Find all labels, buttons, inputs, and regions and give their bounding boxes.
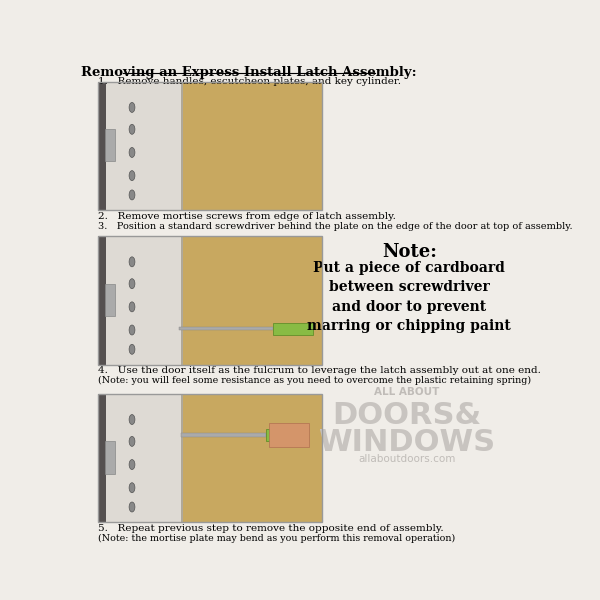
Text: 2.   Remove mortise screws from edge of latch assembly.: 2. Remove mortise screws from edge of la… — [98, 212, 396, 221]
Text: 1.   Remove handles, escutcheon plates, and key cylinder.: 1. Remove handles, escutcheon plates, an… — [98, 77, 401, 86]
Text: WINDOWS: WINDOWS — [318, 428, 495, 457]
Bar — [273, 323, 313, 335]
Bar — [98, 394, 106, 523]
Bar — [98, 236, 322, 365]
Ellipse shape — [129, 279, 135, 289]
Bar — [181, 82, 183, 211]
Bar — [181, 433, 266, 437]
Bar — [179, 327, 273, 331]
Text: (Note: you will feel some resistance as you need to overcome the plastic retaini: (Note: you will feel some resistance as … — [98, 376, 531, 385]
Ellipse shape — [129, 344, 135, 354]
Bar — [98, 82, 183, 211]
Ellipse shape — [129, 124, 135, 134]
Ellipse shape — [129, 170, 135, 181]
Bar — [98, 236, 106, 365]
Ellipse shape — [129, 190, 135, 200]
Text: ALL ABOUT: ALL ABOUT — [374, 387, 439, 397]
Bar — [98, 82, 322, 211]
Text: (Note: the mortise plate may bend as you perform this removal operation): (Note: the mortise plate may bend as you… — [98, 534, 455, 543]
Text: 4.   Use the door itself as the fulcrum to leverage the latch assembly out at on: 4. Use the door itself as the fulcrum to… — [98, 367, 541, 376]
Bar — [104, 130, 115, 161]
Ellipse shape — [129, 302, 135, 312]
Bar — [98, 82, 106, 211]
Ellipse shape — [129, 257, 135, 267]
Bar — [181, 236, 183, 365]
Ellipse shape — [129, 325, 135, 335]
Bar — [104, 284, 115, 316]
Bar — [98, 394, 322, 523]
Bar — [98, 82, 322, 211]
Bar — [266, 429, 302, 441]
Ellipse shape — [129, 502, 135, 512]
Bar — [98, 236, 322, 365]
Text: 5.   Repeat previous step to remove the opposite end of assembly.: 5. Repeat previous step to remove the op… — [98, 524, 443, 533]
Text: DOORS&: DOORS& — [332, 401, 481, 430]
Text: allaboutdoors.com: allaboutdoors.com — [358, 454, 455, 464]
Text: Note:: Note: — [382, 243, 437, 261]
Bar — [183, 82, 322, 211]
Bar — [98, 236, 183, 365]
Bar — [181, 394, 183, 523]
Bar — [183, 236, 322, 365]
Bar — [98, 394, 322, 523]
Bar — [331, 236, 488, 365]
Ellipse shape — [129, 103, 135, 112]
Bar — [104, 442, 115, 473]
Ellipse shape — [129, 436, 135, 446]
Bar — [269, 424, 309, 446]
Ellipse shape — [129, 460, 135, 470]
Text: Removing an Express Install Latch Assembly:: Removing an Express Install Latch Assemb… — [81, 66, 417, 79]
Bar — [98, 394, 183, 523]
Ellipse shape — [129, 148, 135, 157]
Text: 3.   Position a standard screwdriver behind the plate on the edge of the door at: 3. Position a standard screwdriver behin… — [98, 222, 572, 231]
Bar — [183, 394, 322, 523]
Ellipse shape — [129, 483, 135, 493]
Ellipse shape — [129, 415, 135, 425]
Text: Put a piece of cardboard
between screwdriver
and door to prevent
marring or chip: Put a piece of cardboard between screwdr… — [307, 261, 511, 334]
